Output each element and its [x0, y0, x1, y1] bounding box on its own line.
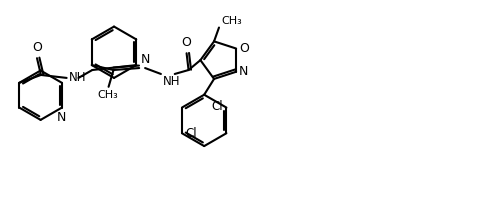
Text: O: O — [182, 36, 191, 49]
Text: CH₃: CH₃ — [97, 90, 118, 100]
Text: NH: NH — [163, 75, 181, 88]
Text: Cl: Cl — [212, 100, 223, 113]
Text: N: N — [141, 53, 151, 66]
Text: N: N — [56, 111, 66, 123]
Text: O: O — [32, 41, 42, 54]
Text: CH₃: CH₃ — [221, 16, 242, 26]
Text: NH: NH — [68, 71, 86, 84]
Text: O: O — [239, 42, 249, 55]
Text: N: N — [239, 65, 248, 78]
Text: Cl: Cl — [185, 127, 196, 140]
